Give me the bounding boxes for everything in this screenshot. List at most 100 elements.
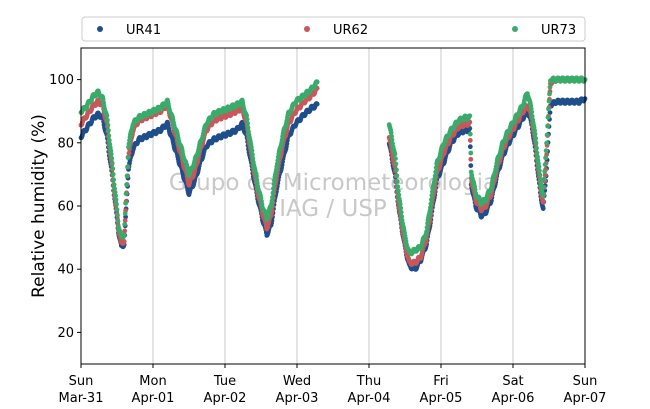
data-point — [398, 205, 404, 211]
watermark-line-1: Grupo de Micrometeorologia — [169, 170, 497, 196]
data-point — [536, 164, 542, 170]
data-point — [468, 156, 474, 162]
data-point — [121, 239, 127, 244]
data-point — [542, 169, 548, 174]
data-point — [123, 191, 129, 197]
x-tick-day: Thu — [356, 374, 381, 389]
legend-label: UR62 — [333, 23, 368, 38]
data-point — [547, 91, 552, 97]
data-point — [540, 199, 546, 205]
data-point — [429, 197, 434, 203]
data-point — [112, 189, 118, 195]
data-point — [544, 140, 549, 146]
data-point — [245, 125, 251, 131]
data-point — [271, 181, 277, 187]
data-point — [398, 209, 404, 215]
x-tick-date: Apr-01 — [132, 391, 175, 406]
data-point — [245, 121, 251, 126]
data-point — [122, 211, 128, 216]
data-point — [106, 137, 112, 143]
legend-marker — [512, 26, 518, 32]
x-tick-day: Fri — [433, 374, 449, 389]
data-point — [115, 212, 120, 218]
data-point — [113, 197, 119, 203]
data-point — [106, 127, 111, 133]
data-point — [125, 164, 130, 170]
data-point — [270, 194, 275, 200]
data-point — [538, 181, 544, 187]
data-point — [394, 173, 400, 179]
data-point — [105, 122, 111, 128]
data-point — [244, 116, 250, 122]
data-points — [78, 75, 588, 272]
data-point — [122, 228, 128, 234]
data-point — [314, 79, 320, 85]
data-point — [314, 101, 320, 107]
data-point — [104, 113, 110, 119]
data-point — [541, 176, 547, 182]
data-point — [533, 140, 539, 146]
data-point — [110, 171, 116, 177]
data-point — [271, 186, 276, 191]
data-point — [472, 187, 478, 193]
data-point — [428, 205, 433, 211]
data-point — [542, 172, 548, 178]
data-point — [110, 166, 116, 172]
data-point — [542, 162, 548, 168]
x-tick-date: Apr-06 — [492, 391, 535, 406]
data-point — [112, 186, 117, 192]
data-point — [250, 156, 256, 161]
data-point — [105, 117, 110, 123]
data-point — [121, 232, 127, 238]
legend-box — [81, 16, 586, 42]
data-point — [529, 109, 535, 115]
data-point — [545, 123, 550, 129]
data-point — [392, 151, 398, 157]
legend-label: UR41 — [126, 23, 161, 38]
y-tick-label: 20 — [57, 326, 74, 341]
data-point — [394, 167, 399, 173]
y-axis-label: Relative humidity (%) — [29, 114, 49, 298]
data-point — [543, 155, 548, 161]
data-point — [114, 207, 120, 212]
y-tick-label: 80 — [57, 136, 74, 151]
data-point — [270, 190, 276, 196]
data-point — [429, 193, 435, 198]
data-point — [424, 225, 430, 230]
data-point — [275, 158, 281, 164]
data-point — [532, 131, 538, 137]
data-point — [537, 168, 542, 174]
data-point — [389, 133, 394, 139]
data-point — [540, 206, 546, 212]
data-point — [249, 148, 255, 154]
data-point — [432, 173, 438, 179]
data-point — [108, 151, 114, 157]
data-point — [393, 161, 399, 167]
data-point — [543, 148, 549, 154]
data-point — [115, 218, 121, 224]
data-point — [538, 177, 543, 183]
data-point — [546, 98, 552, 104]
data-point — [529, 113, 535, 119]
data-point — [399, 214, 404, 219]
data-point — [535, 154, 540, 160]
data-point — [250, 152, 255, 158]
data-point — [123, 200, 128, 206]
data-point — [534, 145, 539, 151]
data-point — [545, 114, 551, 120]
data-point — [544, 132, 550, 138]
data-point — [106, 133, 112, 139]
data-point — [467, 131, 473, 137]
data-point — [467, 113, 473, 119]
data-point — [433, 169, 439, 175]
data-point — [109, 160, 115, 166]
legend: UR41 UR62 UR73 — [81, 16, 586, 42]
y-tick-label: 60 — [57, 200, 74, 215]
data-point — [395, 188, 401, 194]
x-tick-date: Apr-03 — [276, 391, 319, 406]
data-point — [534, 150, 540, 156]
data-point — [111, 177, 116, 183]
data-point — [124, 173, 130, 179]
data-point — [244, 113, 250, 119]
data-point — [125, 155, 131, 160]
